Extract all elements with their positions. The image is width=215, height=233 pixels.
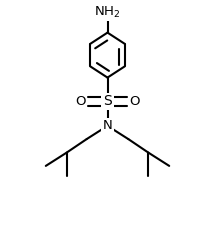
Text: O: O: [75, 95, 85, 108]
Text: N: N: [103, 119, 112, 132]
Text: O: O: [130, 95, 140, 108]
Text: S: S: [103, 94, 112, 108]
Text: NH$_2$: NH$_2$: [94, 5, 121, 20]
